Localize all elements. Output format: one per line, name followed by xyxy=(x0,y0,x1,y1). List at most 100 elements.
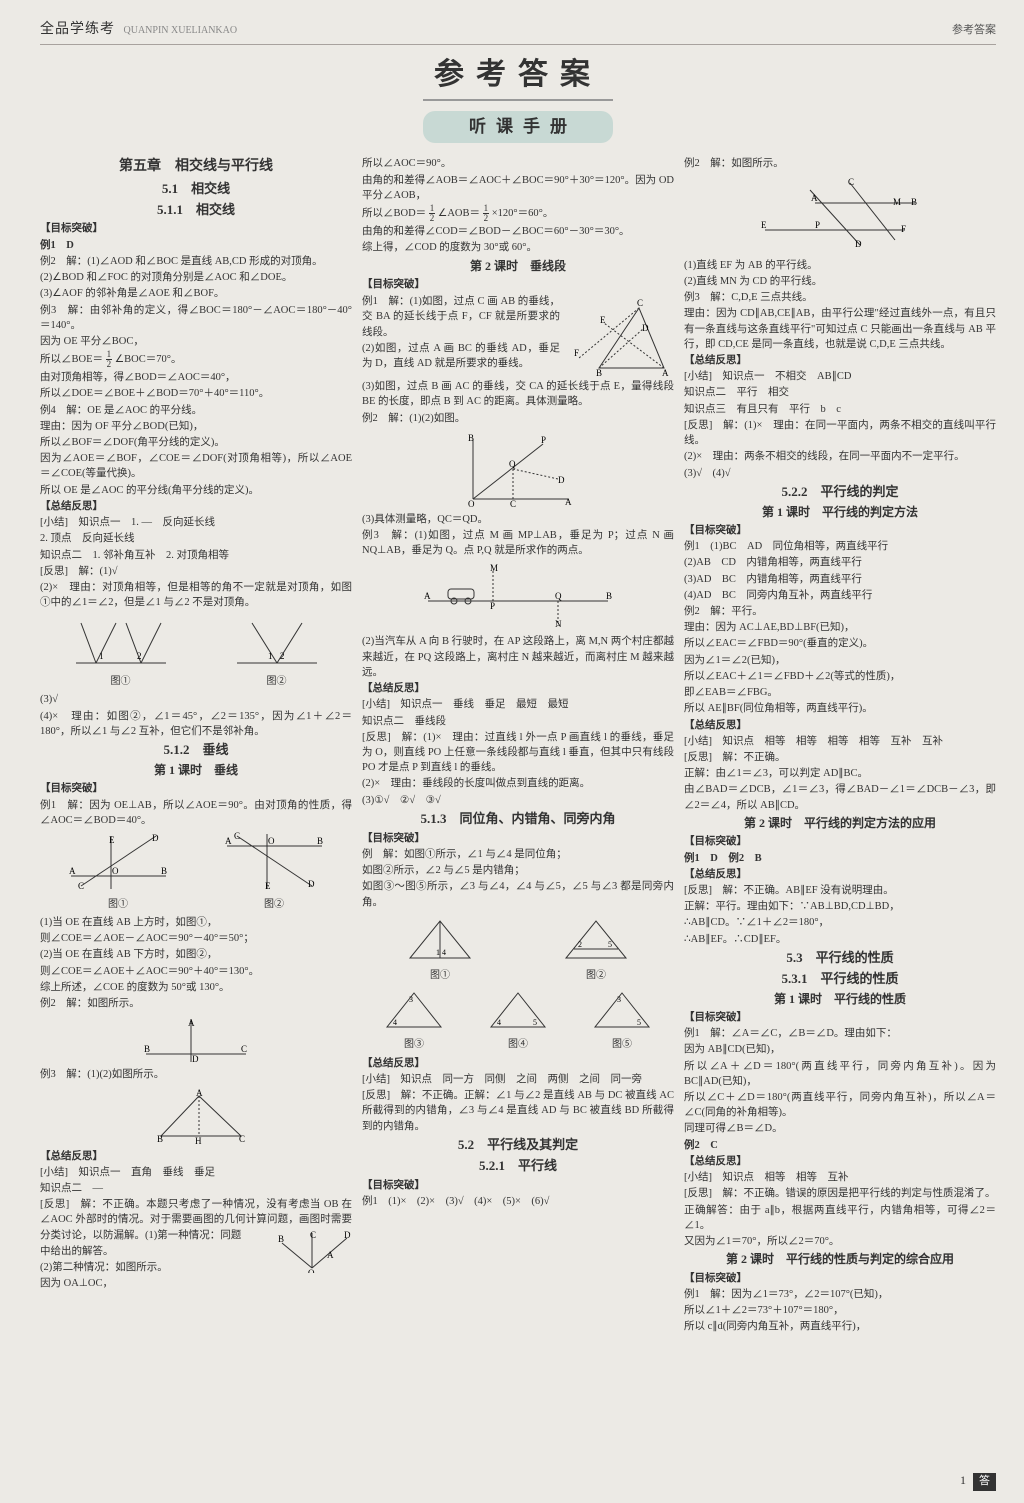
page-number: 1 答 xyxy=(960,1472,996,1491)
text: 由∠BAD＝∠DCB，∠1＝∠3，得∠BAD－∠1＝∠DCB－∠3，即∠2＝∠4… xyxy=(684,782,996,812)
text: (2)当 OE 在直线 AB 下方时，如图②， xyxy=(40,947,352,962)
triangle-diagram-icon: B A C H xyxy=(131,1086,261,1146)
line-diagram-icon: A B C D E O xyxy=(222,831,327,891)
row: 例1 解：(1)如图，过点 C 画 AB 的垂线，交 BA 的延长线于点 F，C… xyxy=(362,293,674,378)
header-left: 全品学练考 QUANPIN XUELIANKAO xyxy=(40,20,237,40)
svg-text:4: 4 xyxy=(442,948,446,957)
fig-label: 图① xyxy=(71,675,171,690)
svg-text:1: 1 xyxy=(436,948,440,957)
column-1: 第五章 相交线与平行线 5.1 相交线 5.1.1 相交线 【目标突破】 例1 … xyxy=(40,155,352,1335)
text: 例2 C xyxy=(684,1138,996,1153)
svg-text:A: A xyxy=(69,866,76,876)
figure: 14 图① xyxy=(400,913,480,984)
section-5-1-1: 5.1.1 相交线 xyxy=(40,201,352,220)
text: (2)∠BOD 和∠FOC 的对顶角分别是∠AOC 和∠DOE。 xyxy=(40,270,352,285)
svg-text:A: A xyxy=(188,1018,195,1028)
tri-diagram-icon: 25 xyxy=(556,913,636,963)
svg-text:Q: Q xyxy=(509,459,516,469)
text: (2)× 理由：两条不相交的线段，在同一平面内不一定平行。 xyxy=(684,449,996,464)
figure-2: 1 2 图② xyxy=(232,613,322,689)
svg-text:C: C xyxy=(78,881,84,891)
svg-text:A: A xyxy=(327,1250,334,1260)
svg-text:C: C xyxy=(241,1044,247,1054)
page-header: 全品学练考 QUANPIN XUELIANKAO 参考答案 xyxy=(40,20,996,45)
text: 例3 解：C,D,E 三点共线。 xyxy=(684,290,996,305)
text: 例2 解：(1)∠AOD 和∠BOC 是直线 AB,CD 形成的对顶角。 xyxy=(40,254,352,269)
text: 例3 解：(1)(2)如图所示。 xyxy=(40,1067,352,1082)
text: 例 解：如图①所示，∠1 与∠4 是同位角； xyxy=(362,847,674,862)
text: [反思] 解：不正确。本题只考虑了一种情况，没有考虑当 OB 在∠AOC 外部时… xyxy=(40,1197,352,1243)
text: 因为 OE 平分∠BOC， xyxy=(40,334,352,349)
summary-label: 【总结反思】 xyxy=(362,681,674,696)
svg-text:H: H xyxy=(195,1136,202,1146)
tri-diagram-icon: 34 xyxy=(379,987,449,1032)
svg-text:B: B xyxy=(278,1234,284,1244)
svg-text:4: 4 xyxy=(497,1018,501,1027)
text: 综上得，∠COD 的度数为 30°或 60°。 xyxy=(362,240,674,255)
summary-label: 【总结反思】 xyxy=(684,1154,996,1169)
figure: 34 图③ xyxy=(379,987,449,1053)
text: 例1 解：∠A＝∠C，∠B＝∠D。理由如下： xyxy=(684,1026,996,1041)
text: 所以∠EAC＝∠FBD＝90°(垂直的定义)。 xyxy=(684,636,996,651)
svg-text:A: A xyxy=(196,1088,203,1098)
text: [反思] 解：不正确。错误的原因是把平行线的判定与性质混淆了。 xyxy=(684,1186,996,1201)
main-title: 参考答案 xyxy=(40,53,996,97)
svg-text:C: C xyxy=(239,1134,245,1144)
page: 全品学练考 QUANPIN XUELIANKAO 参考答案 参考答案 听课手册 … xyxy=(0,0,1024,1503)
svg-text:N: N xyxy=(555,619,562,629)
figure-row: A B C D E O 图① A B xyxy=(40,831,352,912)
figure: 35 图⑤ xyxy=(587,987,657,1053)
svg-text:E: E xyxy=(265,881,271,891)
svg-text:B: B xyxy=(157,1134,163,1144)
text: ∠BOC＝70°。 xyxy=(115,354,182,365)
svg-text:O: O xyxy=(468,499,475,509)
ex1: 例1 D xyxy=(40,238,352,253)
text: (2)如图，过点 A 画 BC 的垂线 AD，垂足为 D，直线 AD 就是所要求… xyxy=(362,341,560,371)
section-5-3: 5.3 平行线的性质 xyxy=(684,949,996,968)
text: 所以∠AOC＝90°。 xyxy=(362,156,674,171)
text: 综上所述，∠COE 的度数为 50°或 130°。 xyxy=(40,980,352,995)
text: (3)√ xyxy=(40,692,352,707)
text: 即∠EAB＝∠FBG。 xyxy=(684,685,996,700)
section-5-2-2: 5.2.2 平行线的判定 xyxy=(684,483,996,502)
text: 例1 解：因为∠1＝73°，∠2＝107°(已知)， xyxy=(684,1287,996,1302)
text: ∴AB∥EF。∴CD∥EF。 xyxy=(684,932,996,947)
section-5-2: 5.2 平行线及其判定 xyxy=(362,1136,674,1155)
text: (1)当 OE 在直线 AB 上方时，如图①， xyxy=(40,915,352,930)
column-2: 所以∠AOC＝90°。 由角的和差得∠AOB＝∠AOC＋∠BOC＝90°＋30°… xyxy=(362,155,674,1335)
svg-text:E: E xyxy=(600,315,606,325)
text: 理由：因为 CD∥AB,CE∥AB，由平行公理"经过直线外一点，有且只有一条直线… xyxy=(684,306,996,352)
svg-text:C: C xyxy=(637,298,643,308)
text: 所以∠BOD＝ 12 ∠AOB＝ 12 ×120°＝60°。 xyxy=(362,204,674,223)
text: (3)∠AOF 的邻补角是∠AOE 和∠BOF。 xyxy=(40,286,352,301)
svg-text:5: 5 xyxy=(637,1018,641,1027)
fraction: 12 xyxy=(106,350,113,369)
text: (3)①√ ②√ ③√ xyxy=(362,793,674,808)
fig-label: 图② xyxy=(556,969,636,984)
svg-text:4: 4 xyxy=(393,1018,397,1027)
text: 则∠COE＝∠AOE－∠AOC＝90°－40°＝50°； xyxy=(40,931,352,946)
angle-diagram-icon: 1 2 xyxy=(232,613,322,668)
text: 例2 解：如图所示。 xyxy=(684,156,996,171)
text: 所以∠DOE＝∠BOE＋∠BOD＝70°＋40°＝110°。 xyxy=(40,386,352,401)
svg-text:D: D xyxy=(152,833,159,843)
text: 如图③～图⑤所示，∠3 与∠4，∠4 与∠5，∠5 与∠3 都是同旁内角。 xyxy=(362,879,674,909)
figure-row: 14 图① 25 图② xyxy=(362,913,674,984)
text: (2)× 理由：对顶角相等，但是相等的角不一定就是对顶角，如图①中的∠1＝∠2，… xyxy=(40,580,352,610)
lesson-1: 第 1 课时 平行线的性质 xyxy=(684,991,996,1008)
lesson-2: 第 2 课时 平行线的性质与判定的综合应用 xyxy=(684,1251,996,1268)
svg-text:P: P xyxy=(541,435,546,445)
text: [反思] 解：(1)√ xyxy=(40,564,352,579)
text: 所以∠BOF＝∠DOF(角平分线的定义)。 xyxy=(40,435,352,450)
figure-row: 1 2 图① 1 2 图② xyxy=(40,613,352,689)
figure-1: 1 2 图① xyxy=(71,613,171,689)
page-num-label: 答 xyxy=(973,1473,996,1491)
text: [小结] 知识点 同一方 同侧 之间 两侧 之间 同一旁 xyxy=(362,1072,674,1087)
svg-text:F: F xyxy=(574,348,579,358)
text: ∠AOB＝ xyxy=(438,208,480,219)
text: 因为 OA⊥OC， xyxy=(40,1276,352,1291)
text: 所以∠EAC＋∠1＝∠FBD＋∠2(等式的性质)， xyxy=(684,669,996,684)
svg-text:B: B xyxy=(144,1044,150,1054)
text: 所以∠A＋∠D＝180°(两直线平行，同旁内角互补)。因为 BC∥AD(已知)， xyxy=(684,1059,996,1089)
svg-text:5: 5 xyxy=(533,1018,537,1027)
